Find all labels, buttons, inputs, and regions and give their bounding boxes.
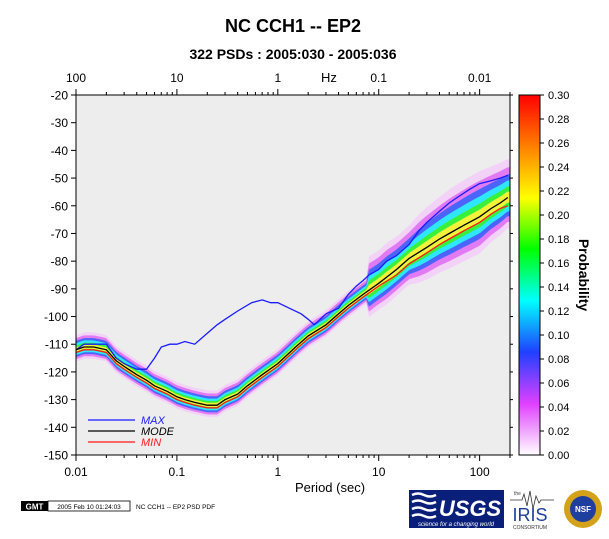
- nsf-logo: NSF: [564, 490, 602, 528]
- plot-area: [76, 95, 510, 455]
- series-line-max: [76, 174, 509, 370]
- x-tick-label: 0.01: [64, 465, 88, 479]
- colorbar-tick-label: 0.10: [548, 330, 569, 342]
- top-tick-label: 100: [66, 71, 86, 85]
- x-tick-label: 100: [470, 465, 490, 479]
- iris-logo: the IRIS CONSORTIUM: [510, 490, 554, 531]
- colorbar-tick-label: 0.12: [548, 306, 569, 318]
- top-tick-label: 1: [274, 71, 281, 85]
- y-tick-label: -20: [51, 89, 69, 103]
- y-tick-label: -30: [51, 116, 69, 130]
- colorbar-ticks: 0.00 0.02 0.04 0.06 0.08 0.10 0.12 0.14 0.16 0.18…: [540, 90, 569, 462]
- colorbar-tick-label: 0.28: [548, 114, 569, 126]
- x-axis-label: Period (sec): [295, 480, 365, 495]
- top-axis-label: Hz: [321, 70, 337, 85]
- usgs-logo: USGS science for a changing world: [409, 490, 504, 528]
- top-tick-label: 0.01: [468, 71, 492, 85]
- nsf-wordmark: NSF: [575, 505, 591, 514]
- legend-label-max: MAX: [141, 415, 166, 427]
- y-tick-label: -60: [51, 199, 69, 213]
- series-line-mode: [76, 196, 509, 406]
- colorbar-tick-label: 0.16: [548, 258, 569, 270]
- chart-title: NC CCH1 -- EP2: [225, 16, 361, 36]
- series-lines: [76, 174, 509, 409]
- y-tick-label: -50: [51, 172, 69, 186]
- iris-consortium: CONSORTIUM: [513, 525, 547, 531]
- gmt-badge-bg: [21, 501, 48, 511]
- colorbar-tick-label: 0.04: [548, 402, 569, 414]
- top-tick-label: 10: [170, 71, 184, 85]
- density-band-outer: [76, 159, 510, 417]
- colorbar-tick-label: 0.30: [548, 90, 569, 102]
- y-tick-label: -130: [44, 393, 68, 407]
- y-tick-label: -100: [44, 310, 68, 324]
- colorbar-tick-label: 0.20: [548, 210, 569, 222]
- x-tick-label: 10: [372, 465, 386, 479]
- x-axis: 0.01 0.1 1 10 100: [64, 455, 511, 479]
- footer-timestamp: 2005 Feb 10 01:24:03: [57, 504, 121, 511]
- y-axis: -20 -30 -40 -50 -60 -70 -80 -90 -100 -110 -120 -130…: [44, 89, 513, 463]
- iris-the: the: [514, 491, 521, 497]
- footer-caption: NC CCH1 -- EP2 PSD PDF: [136, 504, 215, 511]
- iris-wordmark: IRIS: [512, 505, 547, 525]
- colorbar: [518, 94, 541, 456]
- top-frequency-axis: 100 10 1 0.1 0.01: [66, 71, 511, 95]
- y-tick-label: -120: [44, 365, 68, 379]
- density-band-blue: [76, 174, 510, 413]
- timestamp-box: [47, 500, 131, 512]
- series-line-min: [76, 205, 509, 409]
- plot-frame: [75, 94, 511, 456]
- colorbar-tick-label: 0.26: [548, 138, 569, 150]
- y-tick-label: -90: [51, 282, 69, 296]
- iris-seismogram-mark: [510, 490, 554, 510]
- colorbar-label: Probability: [576, 239, 592, 312]
- colorbar-tick-label: 0.00: [548, 450, 569, 462]
- chart-subtitle: 322 PSDs : 2005:030 - 2005:036: [189, 46, 396, 62]
- x-tick-label: 0.1: [169, 465, 186, 479]
- gmt-stamp: GMT 2005 Feb 10 01:24:03 NC CCH1 -- EP2 …: [21, 500, 215, 512]
- colorbar-tick-label: 0.08: [548, 354, 569, 366]
- gmt-badge: GMT: [26, 503, 44, 512]
- x-tick-label: 1: [274, 465, 281, 479]
- usgs-wordmark: USGS: [439, 496, 502, 521]
- y-tick-label: -140: [44, 421, 68, 435]
- y-tick-label: -110: [45, 338, 68, 352]
- colorbar-tick-label: 0.18: [548, 234, 569, 246]
- colorbar-tick-label: 0.02: [548, 426, 569, 438]
- legend-label-mode: MODE: [141, 426, 175, 438]
- y-tick-label: -150: [44, 449, 68, 463]
- colorbar-tick-label: 0.22: [548, 186, 569, 198]
- colorbar-tick-label: 0.24: [548, 162, 569, 174]
- usgs-wave-mark: [411, 492, 437, 519]
- top-tick-label: 0.1: [370, 71, 387, 85]
- colorbar-tick-label: 0.14: [548, 282, 569, 294]
- usgs-tagline: science for a changing world: [418, 522, 495, 528]
- y-tick-label: -40: [51, 144, 69, 158]
- y-tick-label: -80: [51, 255, 69, 269]
- legend-label-min: MIN: [141, 437, 161, 449]
- colorbar-tick-label: 0.06: [548, 378, 569, 390]
- y-tick-label: -70: [51, 227, 69, 241]
- nsf-logo-globe: [570, 496, 596, 522]
